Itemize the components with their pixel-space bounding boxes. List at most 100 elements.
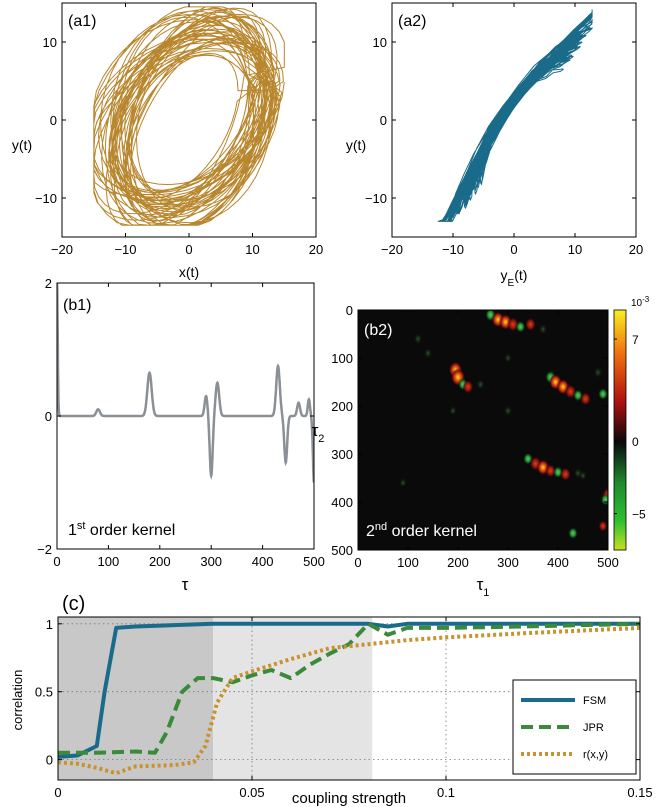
b2-kernel-blob [568,527,578,540]
b1-annotation: 1st order kernel [68,520,175,539]
a1-trajectory-line [93,6,285,226]
b1-annotation-num: 1 [68,522,77,539]
b1-panel-label: (b1) [63,297,91,314]
b2-background [358,310,608,550]
b2-xtick-label: 300 [497,555,519,570]
a1-xlabel: x(t) [179,264,199,280]
b2-annotation-tail: order kernel [387,523,477,540]
b2-kernel-blob [525,317,536,332]
b2-cb-tick-label: 7 [632,333,639,347]
c-legend: FSM JPR r(x,y) [512,679,637,775]
b2-cb-exp-sup: -3 [642,295,650,304]
b2-kernel-blob [600,493,608,506]
b1-ticks: 0 100 200 300 400 500−202 [37,276,325,569]
b2-kernel-blob [593,366,603,379]
b2-cb-tick-label: −5 [632,508,646,522]
a1-ylabel: y(t) [12,137,32,153]
a1-xtick-label: 20 [309,242,323,257]
b2-kernel-blob [398,477,408,488]
b2-colorbar-ticks: 7 0 −5 [614,333,646,522]
a1-ticks: −20 −10 0 10 20 −10 0 10 [35,3,323,257]
c-ytick-label: 1 [46,617,53,632]
c-legend-label: r(x,y) [583,749,608,761]
a2-xlabel-main: y [501,267,508,283]
a1-xtick-label: 0 [185,242,192,257]
a2-xtick-label: −10 [442,242,464,257]
a1-panel-label: (a1) [68,13,96,30]
b1-ytick-label: 2 [45,276,52,291]
b1-annotation-sup: st [77,520,86,532]
b2-ytick-label: 0 [346,303,353,318]
b2-kernel-blob [598,520,608,532]
b2-xtick-label: 100 [397,555,419,570]
c-legend-box [512,679,637,775]
a2-trajectory [437,9,593,223]
b2-ylabel-sub: 2 [318,433,324,445]
b2-annotation-sup: nd [375,521,387,533]
a2-xlabel-tail: (t) [514,267,527,283]
b1-ytick-label: −2 [37,542,52,557]
a2-ytick-label: 10 [373,35,387,50]
a1-xtick-label: −20 [51,242,73,257]
a1-xtick-label: −10 [114,242,136,257]
b2-kernel-blob [413,333,423,345]
a2-ytick-label: 0 [380,113,387,128]
a2-axes-box [391,2,637,238]
b2-ytick-label: 500 [331,543,353,558]
b1-xtick-label: 100 [98,554,120,569]
c-series-fsm [58,621,640,759]
b1-xtick-label: 500 [303,554,325,569]
a1-ytick-label: −10 [35,191,57,206]
c-xtick-label: 0.15 [627,785,652,800]
b2-panel-label: (b2) [364,322,392,339]
b2-colorbar [613,309,627,551]
b1-xtick-label: 300 [200,554,222,569]
a2-xlabel-sub: E [508,278,515,289]
c-series-jpr [58,621,640,755]
c-xlabel: coupling strength [292,790,406,807]
b2-xlabel: τ1 [477,575,490,599]
a2-ylabel: y(t) [346,137,366,153]
b2-colorbar-exponent: 10-3 [631,295,650,310]
panel-a1: −20 −10 0 10 20 −10 0 10 (a1) x(t) y(t) [12,2,323,280]
a2-ytick-label: −10 [365,191,387,206]
a1-ytick-label: 10 [43,35,57,50]
b2-axes-box [357,309,609,551]
b2-kernel-blob [560,467,571,482]
c-ylabel: correlation [10,670,25,731]
c-series [58,621,640,776]
b1-annotation-tail: order kernel [85,522,175,539]
b1-xtick-label: 0 [53,554,60,569]
b2-kernel-blob [515,320,526,333]
c-axes-box [57,616,641,781]
c-xtick-label: 0 [54,785,61,800]
a2-panel-label: (a2) [398,13,426,30]
c-ytick-label: 0 [46,753,53,768]
a2-xlabel: yE(t) [501,267,528,289]
b2-kernel-blob [503,352,513,364]
b2-kernel-blob [538,323,548,335]
b2-kernel-blob [448,405,458,416]
b2-cb-exp-base: 10 [631,298,643,309]
b2-kernel-blob [462,380,474,394]
c-series-rxy [58,625,640,776]
b1-xlabel: τ [182,575,189,594]
c-xtick-label: 0.1 [437,785,455,800]
b1-kernel-line [57,283,314,483]
b2-heatmap [398,310,608,540]
a1-ytick-label: 0 [50,113,57,128]
b2-ylabel-main: τ [312,421,319,440]
b2-kernel-blob [580,392,591,406]
b2-ytick-label: 400 [331,495,353,510]
b2-xtick-label: 500 [597,555,619,570]
b2-ytick-label: 200 [331,399,353,414]
a1-xtick-label: 10 [245,242,259,257]
b2-kernel-blob [476,378,485,391]
c-ticks: 0 0.05 0.1 0.15 0 0.5 1 [35,617,653,800]
a2-ticks: −20 −10 0 10 20 −10 0 10 [365,3,643,257]
b2-xtick-label: 200 [447,555,469,570]
